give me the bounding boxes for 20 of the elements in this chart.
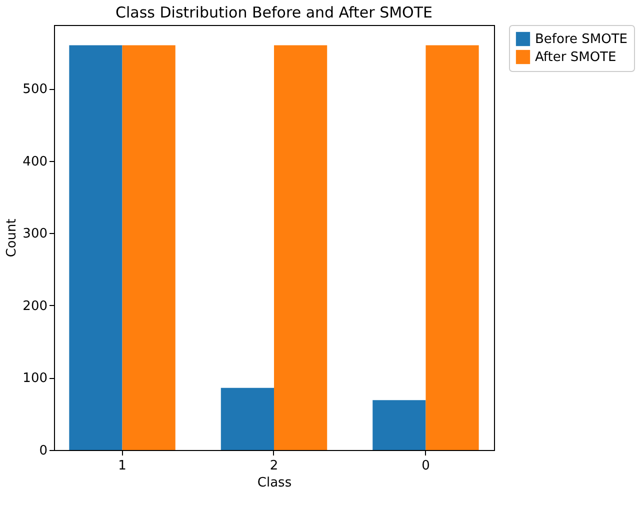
x-axis-title: Class	[257, 476, 292, 490]
bar	[69, 45, 122, 450]
y-tick-label: 100	[22, 371, 48, 386]
x-tick-label: 0	[422, 458, 430, 474]
legend-label: After SMOTE	[535, 50, 616, 65]
bar	[274, 45, 328, 450]
x-tick-label: 1	[118, 458, 126, 474]
y-tick-label: 200	[22, 298, 48, 314]
chart-title: Class Distribution Before and After SMOTE	[115, 4, 433, 22]
bar	[122, 45, 176, 450]
y-axis-title: Count	[4, 218, 20, 258]
x-tick-label: 2	[270, 458, 278, 474]
y-tick-label: 400	[22, 154, 48, 170]
y-tick-label: 0	[39, 444, 48, 458]
y-tick-label: 300	[22, 226, 48, 242]
bar	[372, 400, 426, 450]
bar	[220, 388, 274, 450]
legend-label: Before SMOTE	[535, 32, 628, 47]
bar	[426, 45, 479, 450]
y-tick-label: 500	[22, 82, 48, 98]
